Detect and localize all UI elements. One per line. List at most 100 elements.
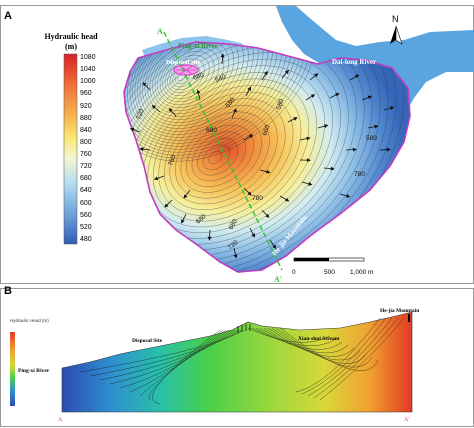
contour-label: 580	[366, 135, 377, 142]
section-flow-line	[129, 329, 230, 393]
section-flow-line	[295, 317, 381, 393]
legend-tick-label: 880	[80, 114, 92, 122]
section-flow-line	[79, 329, 245, 373]
legend-tick-label: 480	[80, 236, 92, 243]
label-xian-shui-stream: Xian-shui Stream	[298, 336, 340, 342]
label-he-jia-mountain-b: He-jia Mountain	[380, 308, 419, 314]
panel-a-label: A	[4, 10, 12, 22]
legend-tick-label: 600	[80, 199, 92, 207]
contour-line	[142, 42, 254, 123]
contour-line	[164, 98, 286, 210]
legend-tick-label: 720	[80, 163, 92, 171]
legend-title: Hydraulic head	[44, 32, 98, 41]
flow-arrow	[367, 124, 379, 129]
flow-arrow	[207, 229, 212, 241]
contour-label: 760	[167, 154, 177, 167]
flow-arrow	[139, 147, 151, 152]
mountain-marker	[408, 314, 410, 322]
contour-label: 660	[261, 124, 271, 137]
section-flow-line	[271, 327, 367, 364]
contour-line	[132, 42, 274, 135]
flow-arrows	[129, 53, 395, 259]
panel-b-frame	[0, 288, 474, 427]
contour-label: 780	[252, 195, 263, 202]
section-flow-line	[109, 329, 236, 385]
section-b-start: A	[58, 417, 63, 423]
contour-line	[158, 91, 294, 216]
label-ping-xi-river-b: Ping-xi River	[18, 368, 50, 374]
section-legend-header: Hydraulic Head (m)	[10, 318, 49, 323]
legend-unit: (m)	[65, 42, 77, 51]
flow-arrow	[323, 166, 335, 171]
section-flow-line	[247, 327, 331, 343]
contour-label: 680	[192, 71, 205, 81]
section-flow-line	[275, 327, 373, 368]
scale-label: 500	[324, 269, 335, 276]
legend-colorbar	[63, 53, 78, 245]
section-flow-line	[267, 327, 361, 361]
label-disposal-site: Disposal site	[166, 59, 201, 66]
legend-tick-label: 840	[80, 126, 92, 134]
contour-line	[139, 42, 259, 126]
section-flow-line	[251, 327, 337, 347]
legend-tick-label: 520	[80, 223, 92, 231]
flow-arrow	[345, 147, 357, 152]
contour-label: 580	[275, 98, 285, 111]
flow-arrow	[243, 134, 254, 141]
label-ping-xi-river: Ping-xi River	[178, 42, 218, 50]
well-marks	[237, 324, 251, 333]
section-flow-line	[259, 327, 349, 354]
flow-arrow	[339, 193, 351, 198]
contour-line	[164, 54, 210, 97]
hydraulic-head-map: Ping-xi River Disposal site Dai-long Riv…	[0, 5, 474, 284]
flow-arrow	[243, 187, 252, 196]
north-label: N	[392, 14, 399, 24]
flow-arrow	[164, 199, 173, 208]
scale-unit: m	[368, 269, 373, 276]
north-arrow: N	[390, 14, 403, 45]
legend-tick-label: 760	[80, 151, 92, 159]
contour-line	[152, 85, 302, 222]
flow-arrow	[196, 89, 201, 101]
section-flow-line	[148, 329, 224, 401]
disposal-site-hatch	[176, 65, 196, 75]
flow-arrow	[168, 107, 177, 117]
dai-long-river	[276, 6, 474, 112]
flow-arrow	[220, 53, 225, 65]
flow-arrow	[349, 74, 360, 81]
flow-arrow	[129, 127, 141, 133]
contour-line	[144, 42, 249, 120]
flow-arrow	[153, 175, 165, 181]
flow-arrow	[287, 117, 298, 123]
scale-label: 0	[292, 269, 296, 276]
scale-label: 1,000	[350, 269, 367, 276]
contour-line	[162, 51, 215, 99]
flow-arrow	[249, 227, 255, 238]
contour-line	[191, 131, 246, 182]
section-flow-line	[89, 329, 242, 377]
legend-tick-label: 1000	[80, 78, 96, 86]
flow-arrow	[383, 106, 395, 111]
contour-line	[129, 42, 278, 138]
contour-line	[124, 42, 288, 144]
flow-arrow	[361, 95, 373, 101]
label-dai-long-river: Dai-long River	[332, 58, 376, 66]
contour-label: 680	[228, 218, 240, 231]
section-start-label: A	[157, 27, 163, 36]
section-body	[61, 311, 413, 413]
legend-tick-label: 920	[80, 102, 92, 110]
flow-arrow	[299, 136, 311, 141]
section-flow-line	[99, 329, 239, 381]
legend-tick-label: 640	[80, 187, 92, 195]
section-b-end: A'	[404, 417, 409, 423]
section-flow-line	[119, 329, 233, 389]
north-arrow-right	[395, 25, 403, 45]
flow-arrow	[281, 69, 289, 79]
contour-line	[127, 42, 283, 141]
flow-arrow	[309, 73, 319, 81]
flow-arrow	[259, 169, 271, 174]
legend-tick-label: 680	[80, 175, 92, 183]
flow-arrow	[305, 94, 316, 101]
north-arrow-left	[390, 26, 396, 44]
flow-arrow	[317, 124, 329, 129]
